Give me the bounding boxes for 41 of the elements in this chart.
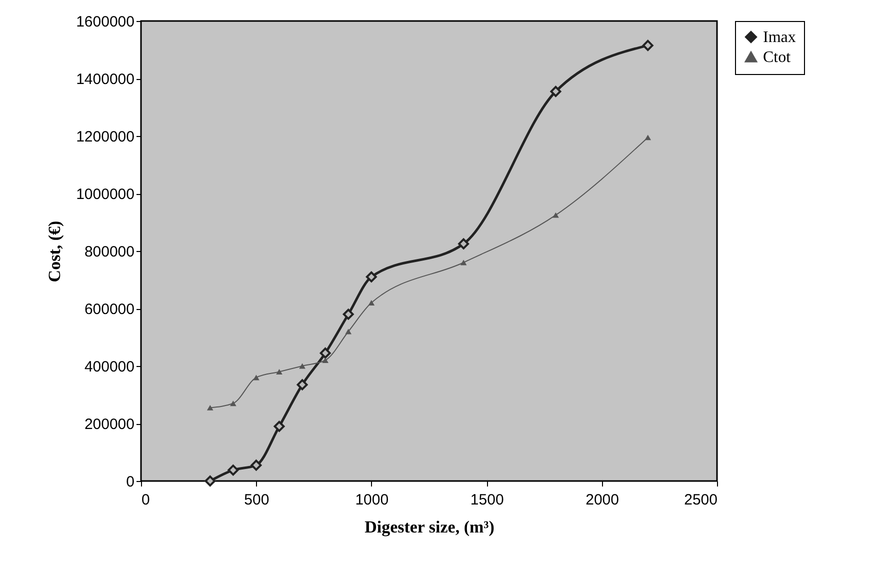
x-tick-label: 1500 bbox=[470, 492, 504, 508]
point bbox=[366, 271, 377, 282]
point bbox=[206, 404, 214, 410]
point bbox=[342, 308, 354, 320]
x-tick-label: 0 bbox=[142, 492, 150, 508]
y-tick-label: 1600000 bbox=[76, 14, 134, 30]
point bbox=[458, 238, 470, 250]
point bbox=[204, 476, 216, 486]
point bbox=[230, 400, 236, 406]
point bbox=[345, 328, 352, 334]
y-tick-label: 1400000 bbox=[76, 71, 134, 88]
y-axis-title: Cost, (€) bbox=[45, 220, 64, 282]
x-axis-title: Digester size, (m³) bbox=[364, 518, 494, 536]
y-tick-label: 800000 bbox=[84, 244, 134, 260]
point bbox=[299, 363, 306, 369]
y-tick-label: 0 bbox=[126, 474, 134, 490]
point bbox=[296, 379, 308, 390]
legend-label: Ctot bbox=[763, 49, 792, 66]
point bbox=[253, 374, 260, 380]
point bbox=[644, 134, 652, 140]
point bbox=[320, 348, 331, 359]
y-tick-label: 200000 bbox=[84, 416, 134, 433]
point bbox=[250, 460, 262, 471]
legend-label: Imax bbox=[763, 29, 796, 46]
x-tick-label: 2500 bbox=[684, 492, 718, 508]
point bbox=[642, 40, 654, 51]
point bbox=[274, 420, 285, 432]
y-tick-label: 1000000 bbox=[76, 186, 134, 203]
point bbox=[276, 369, 282, 374]
point bbox=[228, 464, 239, 476]
y-tick-label: 400000 bbox=[84, 358, 134, 376]
x-tick-label: 2000 bbox=[586, 492, 619, 508]
x-tick-label: 1000 bbox=[355, 492, 389, 508]
point bbox=[550, 86, 562, 97]
point bbox=[552, 212, 559, 218]
point bbox=[322, 358, 328, 363]
y-tick-label: 1200000 bbox=[76, 128, 134, 146]
x-tick-label: 500 bbox=[244, 492, 270, 508]
point bbox=[460, 260, 467, 266]
y-tick-label: 600000 bbox=[84, 301, 134, 318]
point bbox=[368, 300, 375, 306]
